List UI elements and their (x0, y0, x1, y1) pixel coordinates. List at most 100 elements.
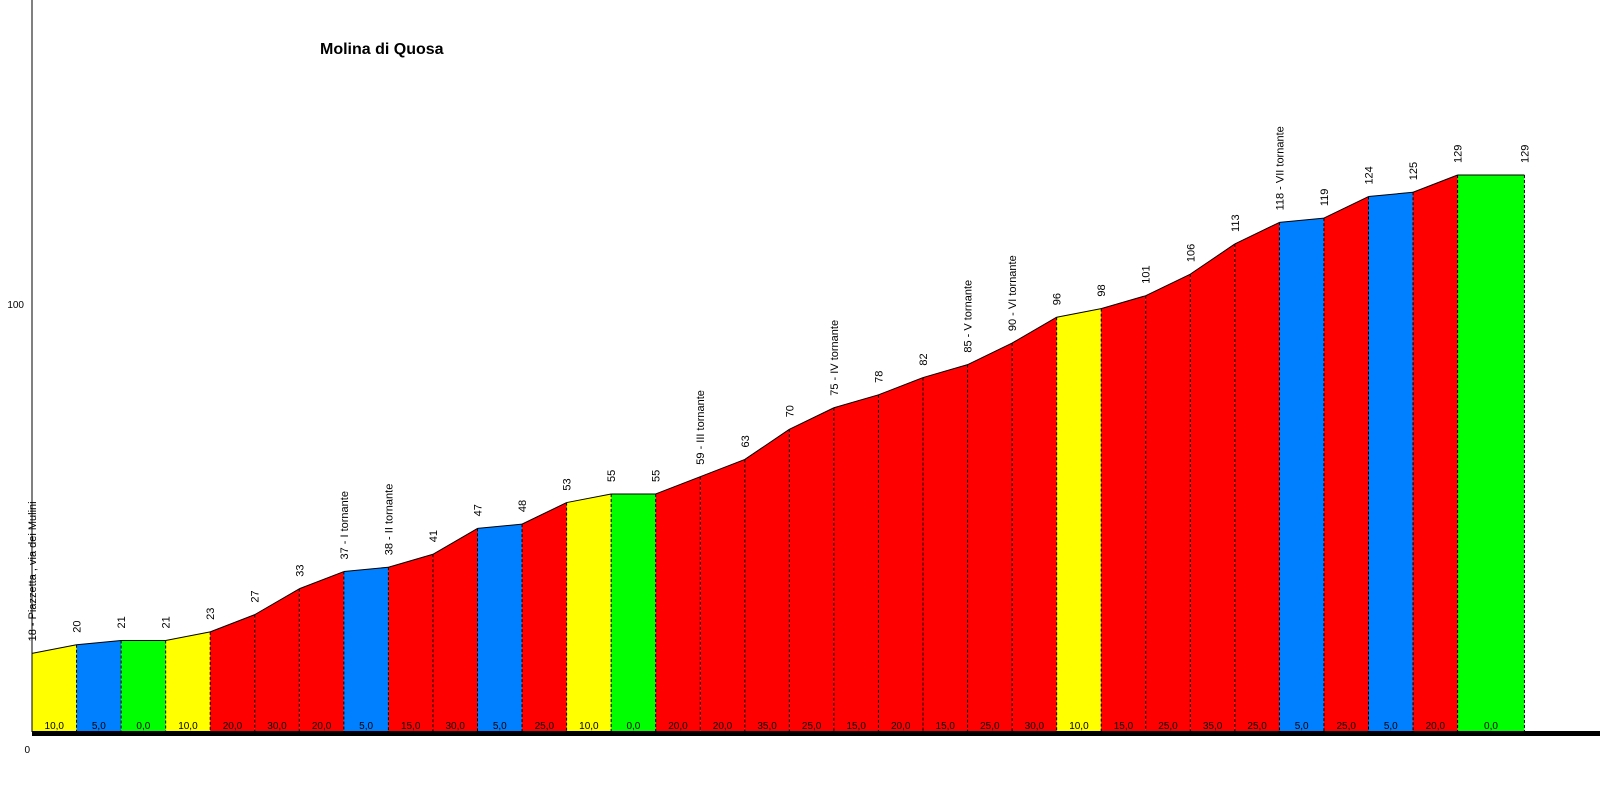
altitude-label: 85 - V tornante (963, 280, 975, 353)
grade-label: 25,0 (1336, 721, 1356, 732)
altitude-label: 41 (428, 530, 440, 542)
altitude-label: 90 - VI tornante (1007, 255, 1019, 331)
profile-outline (388, 553, 434, 568)
profile-segment (32, 644, 77, 731)
grade-label: 15,0 (401, 721, 421, 732)
altitude-label: 59 - III tornante (695, 390, 707, 465)
altitude-label: 47 (473, 504, 485, 516)
profile-segment (1190, 243, 1235, 731)
profile-segment (1056, 308, 1102, 731)
grade-label: 30,0 (445, 721, 465, 732)
altitude-label: 129 (1453, 145, 1465, 163)
grade-label: 10,0 (579, 721, 599, 732)
grade-label: 20,0 (1426, 721, 1446, 732)
profile-outline (343, 566, 389, 573)
profile-segment (566, 493, 612, 731)
altitude-label: 125 (1408, 162, 1420, 180)
profile-outline (210, 614, 255, 633)
profile-segment (1101, 295, 1146, 731)
altitude-label: 33 (294, 565, 306, 577)
grade-labels: 10,0 5,0 0,0 10,0 20,0 30,0 20,0 5,0 15,0 30,0 5,0… (45, 721, 1499, 732)
grade-label: 20,0 (312, 721, 332, 732)
altitude-label: 119 (1319, 189, 1331, 207)
altitude-label: 18 - Piazzetta , via dei Mulini (27, 501, 39, 641)
profile-segment (299, 571, 344, 731)
altitude-label: 48 (517, 500, 529, 512)
profile-outline (789, 407, 835, 430)
grade-label: 35,0 (1203, 721, 1223, 732)
profile-segment (1413, 175, 1458, 731)
grade-label: 20,0 (668, 721, 688, 732)
profile-segment (121, 640, 166, 731)
grade-label: 5,0 (359, 721, 373, 732)
profile-outline (1101, 295, 1146, 310)
profile-segment (1323, 196, 1369, 731)
altitude-label: 129 (1519, 145, 1531, 163)
profile-segment (1145, 274, 1191, 731)
profile-segment (210, 614, 255, 731)
altitude-label: 20 (72, 621, 84, 633)
grade-label: 15,0 (1114, 721, 1134, 732)
grade-label: 10,0 (45, 721, 65, 732)
grade-label: 25,0 (802, 721, 822, 732)
profile-outline (878, 377, 924, 396)
profile-segment (1012, 317, 1057, 731)
altitude-label: 27 (250, 590, 262, 602)
profile-outline (521, 502, 567, 525)
profile-outline (165, 631, 211, 641)
profile-segment (1279, 218, 1324, 732)
chart-title: Molina di Quosa (320, 41, 444, 58)
grade-label: 20,0 (223, 721, 243, 732)
profile-outline (744, 428, 790, 460)
profile-outline (1145, 273, 1191, 297)
grade-label: 0,0 (626, 721, 640, 732)
altitude-label: 23 (205, 608, 217, 620)
altitude-label: 78 (873, 371, 885, 383)
profile-outline (967, 342, 1013, 366)
profile-segment (744, 429, 790, 731)
altitude-label: 96 (1052, 293, 1064, 305)
altitude-label: 124 (1364, 166, 1376, 184)
grade-label: 10,0 (178, 721, 198, 732)
x-axis-baseline (32, 731, 1600, 736)
profile-segment (477, 524, 523, 731)
altitude-label: 70 (784, 405, 796, 417)
grade-label: 5,0 (493, 721, 507, 732)
grade-label: 25,0 (535, 721, 555, 732)
profile-outline (76, 639, 122, 646)
profile-segment (655, 476, 701, 731)
profile-segment (522, 502, 567, 731)
grade-label: 20,0 (891, 721, 911, 732)
profile-segment (1368, 192, 1414, 731)
grade-label: 25,0 (980, 721, 1000, 732)
grade-label: 25,0 (1158, 721, 1178, 732)
profile-outline (1056, 308, 1102, 318)
altitude-label: 75 - IV tornante (829, 320, 841, 396)
profile-outline (1368, 191, 1414, 198)
grade-label: 5,0 (1295, 721, 1309, 732)
profile-segment (967, 343, 1013, 731)
profile-outline (1323, 196, 1369, 219)
grade-label: 15,0 (846, 721, 866, 732)
profile-segments (32, 175, 1525, 732)
altitude-label: 118 - VII tornante (1274, 126, 1286, 210)
profile-outline (1234, 221, 1280, 245)
grade-label: 35,0 (757, 721, 777, 732)
altitude-label: 21 (116, 616, 128, 628)
profile-outline (1011, 316, 1057, 344)
altitude-label: 37 - I tornante (339, 491, 351, 560)
altitude-labels: 18 - Piazzetta , via dei Mulini 20 21 21 23 2… (27, 126, 1531, 641)
profile-segment (165, 631, 211, 731)
profile-outline (566, 493, 612, 504)
profile-segment (254, 588, 300, 731)
altitude-label: 98 (1096, 284, 1108, 296)
profile-segment (611, 493, 656, 731)
profile-outline (31, 644, 77, 654)
profile-outline (655, 476, 701, 495)
grade-label: 0,0 (136, 721, 150, 732)
profile-segment (1234, 222, 1280, 732)
altitude-label: 106 (1185, 244, 1197, 262)
y-tick-0: 0 (24, 745, 30, 756)
profile-outline (700, 459, 745, 478)
